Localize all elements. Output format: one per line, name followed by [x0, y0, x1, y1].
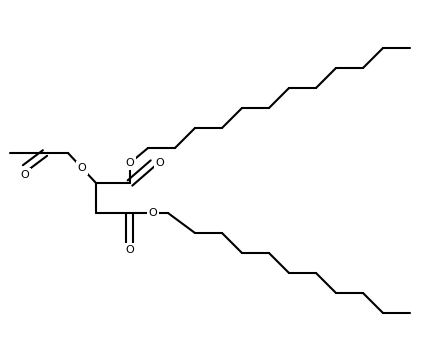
- Text: O: O: [155, 158, 164, 168]
- Text: O: O: [21, 170, 29, 180]
- Text: O: O: [148, 208, 157, 218]
- Text: O: O: [77, 163, 86, 173]
- Text: O: O: [125, 158, 134, 168]
- Text: O: O: [125, 245, 134, 255]
